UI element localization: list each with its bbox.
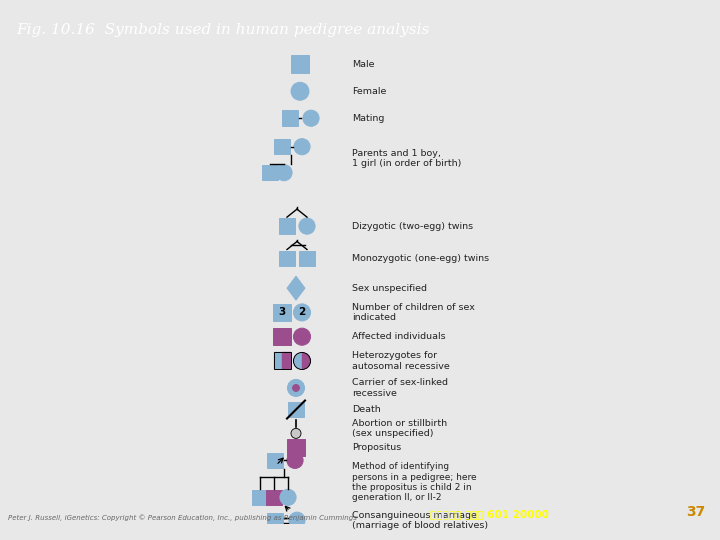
Bar <box>274 353 282 369</box>
Wedge shape <box>302 353 310 369</box>
Text: 台大農藑系 遥傳學 601 20000: 台大農藑系 遥傳學 601 20000 <box>430 509 549 519</box>
Bar <box>300 251 315 266</box>
Text: Dizygotic (two-egg) twins: Dizygotic (two-egg) twins <box>352 221 473 231</box>
Circle shape <box>294 304 310 321</box>
Bar <box>274 353 290 369</box>
Text: Carrier of sex-linked
recessive: Carrier of sex-linked recessive <box>352 378 448 397</box>
Text: Parents and 1 boy,
1 girl (in order of birth): Parents and 1 boy, 1 girl (in order of b… <box>352 149 462 168</box>
Bar <box>282 110 298 126</box>
Text: Fig. 10.16  Symbols used in human pedigree analysis: Fig. 10.16 Symbols used in human pedigre… <box>16 23 429 37</box>
Text: Monozygotic (one-egg) twins: Monozygotic (one-egg) twins <box>352 254 489 263</box>
Wedge shape <box>294 353 302 369</box>
Text: 2: 2 <box>298 307 305 318</box>
Circle shape <box>287 380 305 396</box>
Text: Female: Female <box>352 87 387 96</box>
Bar <box>266 490 282 505</box>
Text: 3: 3 <box>279 307 286 318</box>
Bar <box>287 438 305 456</box>
Circle shape <box>303 110 319 126</box>
Text: Heterozygotes for
autosomal recessive: Heterozygotes for autosomal recessive <box>352 352 450 370</box>
Bar <box>282 353 290 369</box>
Circle shape <box>276 165 292 181</box>
Circle shape <box>291 428 301 438</box>
Bar <box>262 165 278 180</box>
Text: Propositus: Propositus <box>352 443 401 452</box>
Text: Peter J. Russell, iGenetics: Copyright © Pearson Education, Inc., publishing as : Peter J. Russell, iGenetics: Copyright ©… <box>8 514 357 521</box>
Text: Method of identifying
persons in a pedigree; here
the propositus is child 2 in
g: Method of identifying persons in a pedig… <box>352 462 477 502</box>
Circle shape <box>280 489 296 505</box>
Bar <box>274 304 291 321</box>
Polygon shape <box>287 276 305 300</box>
Text: Mating: Mating <box>352 114 384 123</box>
Text: Affected individuals: Affected individuals <box>352 332 446 341</box>
Circle shape <box>291 82 309 100</box>
Bar <box>288 402 304 417</box>
Circle shape <box>294 139 310 155</box>
Bar <box>291 55 309 73</box>
Bar <box>274 139 289 154</box>
Bar <box>279 219 294 234</box>
Text: 37: 37 <box>685 505 705 519</box>
Bar <box>279 251 294 266</box>
Text: Consanguineous marriage
(marriage of blood relatives): Consanguineous marriage (marriage of blo… <box>352 510 488 530</box>
Text: Death: Death <box>352 405 381 414</box>
Circle shape <box>289 512 305 528</box>
Bar <box>267 512 283 528</box>
Text: Abortion or stillbirth
(sex unspecified): Abortion or stillbirth (sex unspecified) <box>352 418 447 438</box>
Circle shape <box>299 218 315 234</box>
Circle shape <box>292 384 300 391</box>
Circle shape <box>287 453 303 469</box>
Text: Sex unspecified: Sex unspecified <box>352 284 427 293</box>
Bar <box>274 328 291 345</box>
Bar <box>252 490 268 505</box>
Text: Male: Male <box>352 60 374 69</box>
Bar <box>267 453 283 468</box>
Circle shape <box>294 328 310 345</box>
Text: Number of children of sex
indicated: Number of children of sex indicated <box>352 303 475 322</box>
